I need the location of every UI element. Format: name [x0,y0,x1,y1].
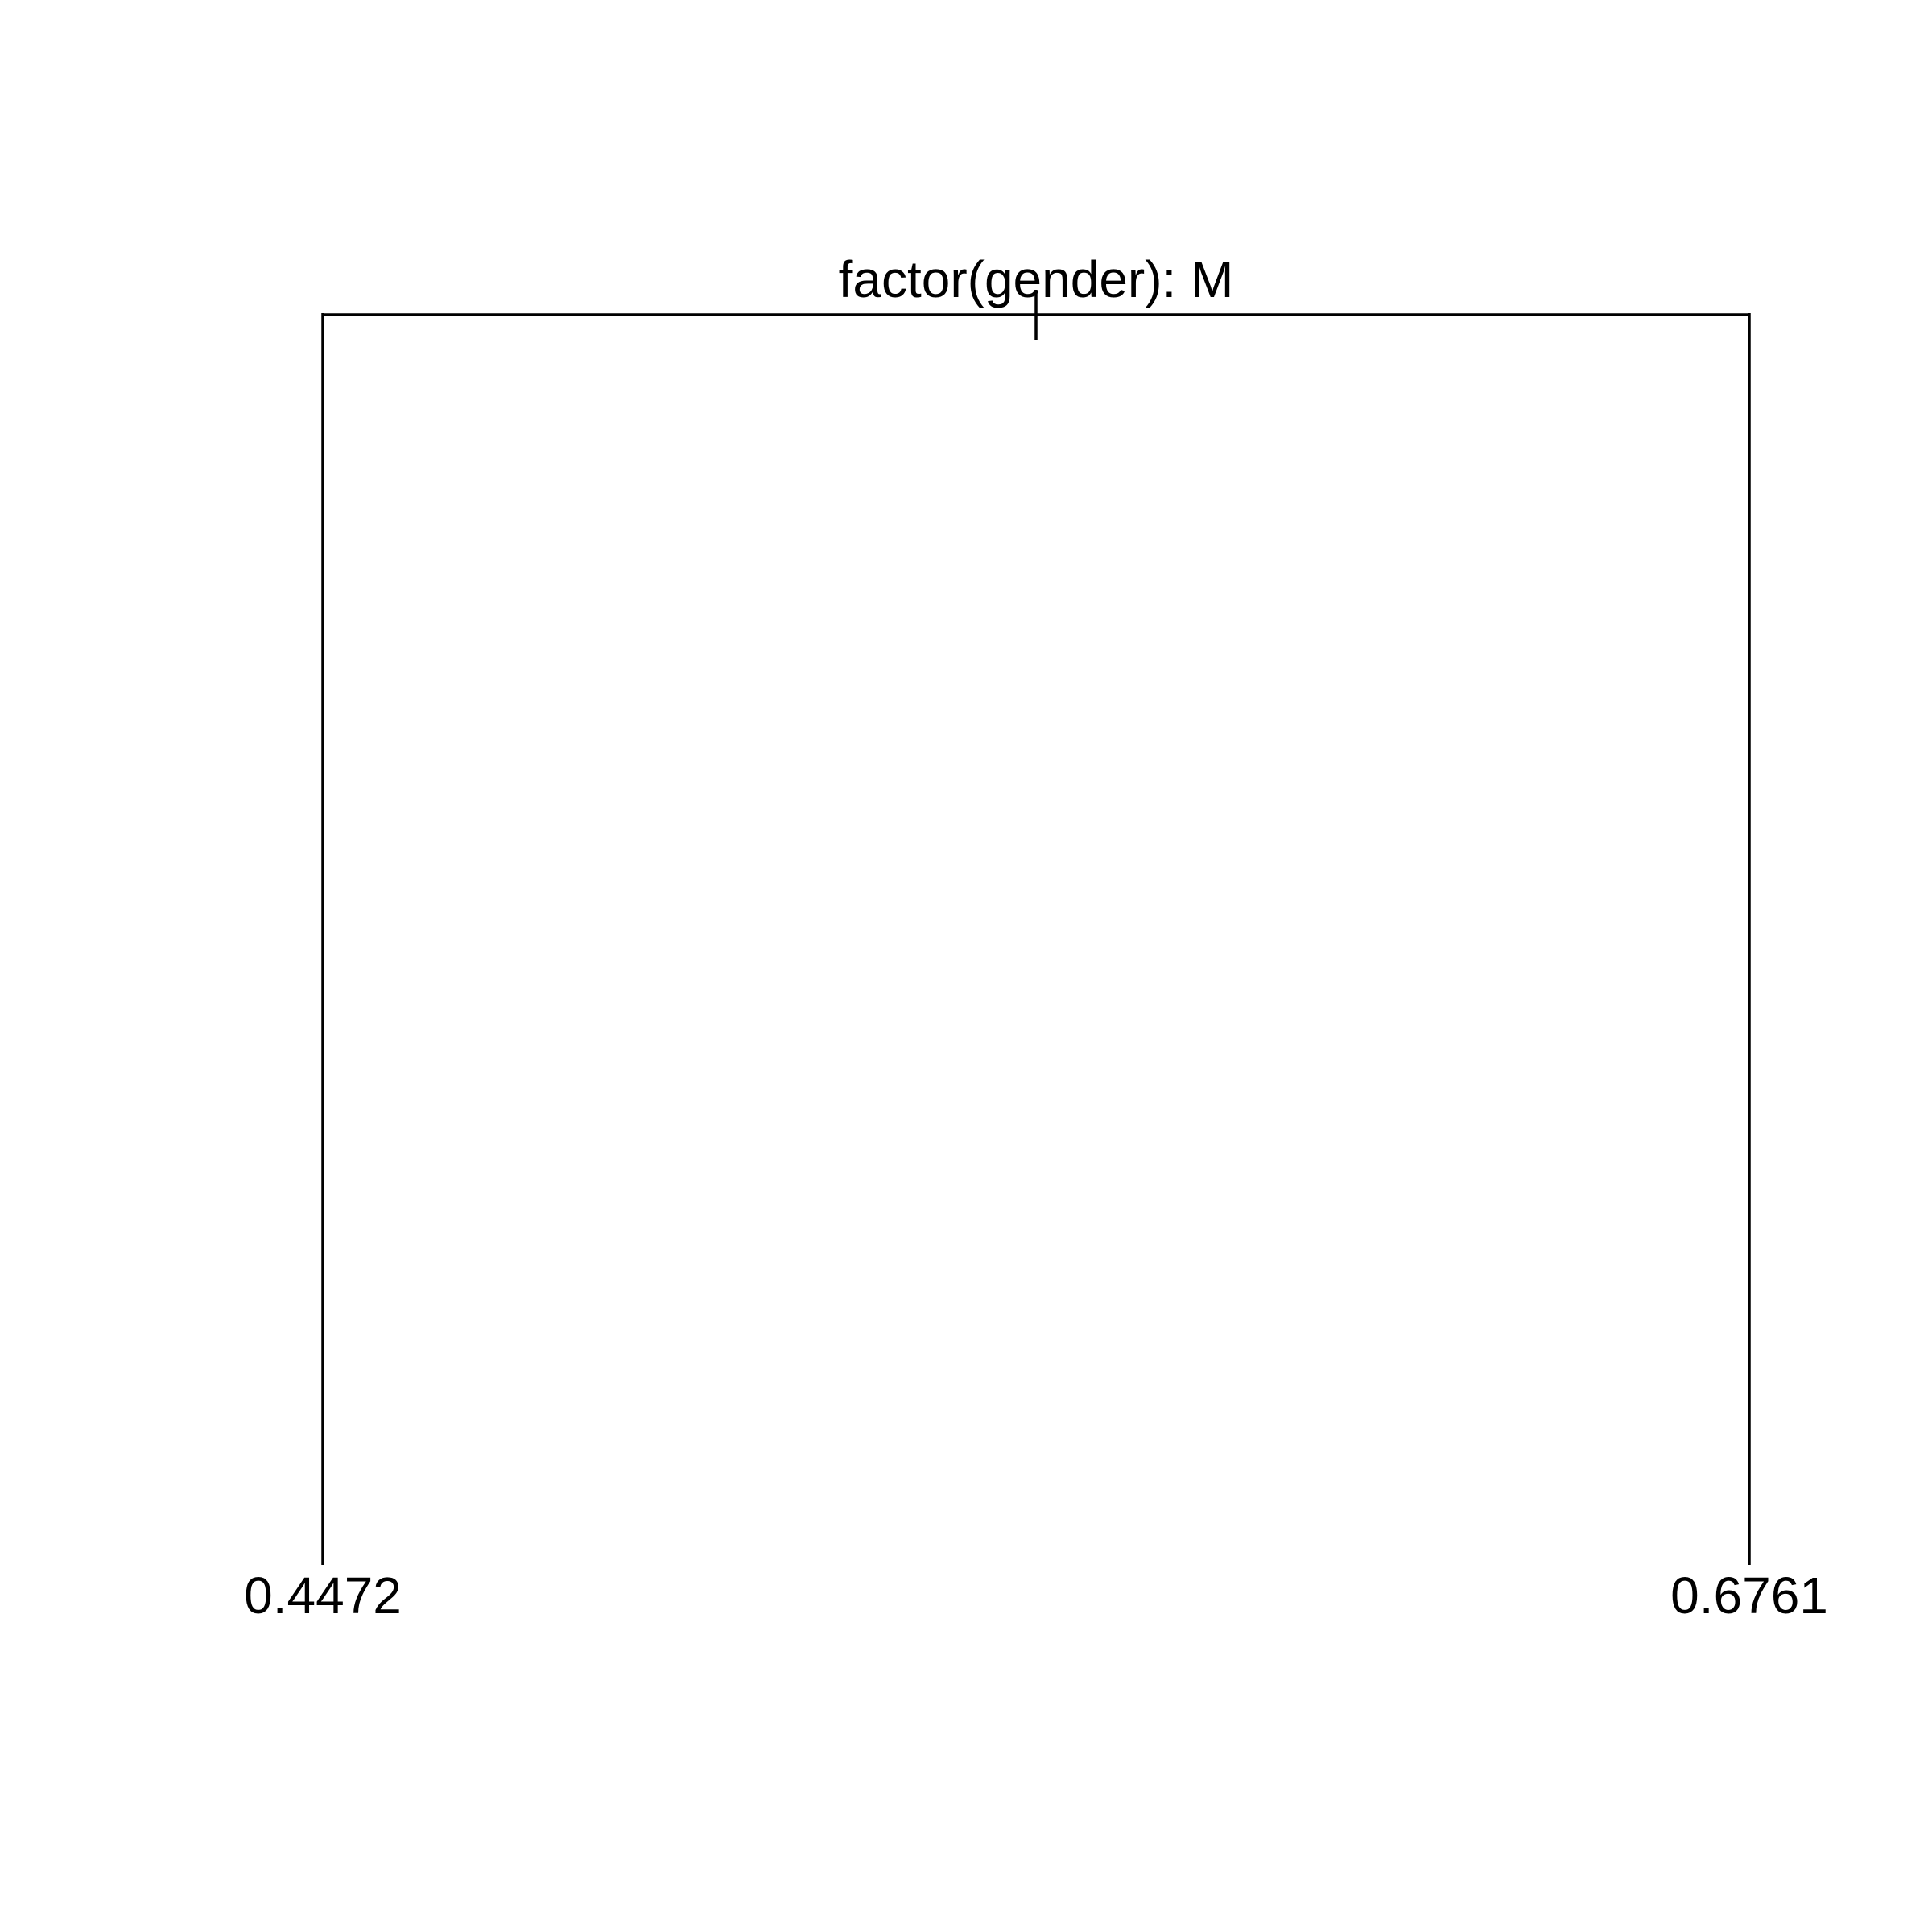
leaf-label-right: 0.6761 [1670,1567,1828,1624]
split-label: factor(gender): M [839,250,1234,308]
leaf-label-left: 0.4472 [244,1567,402,1624]
